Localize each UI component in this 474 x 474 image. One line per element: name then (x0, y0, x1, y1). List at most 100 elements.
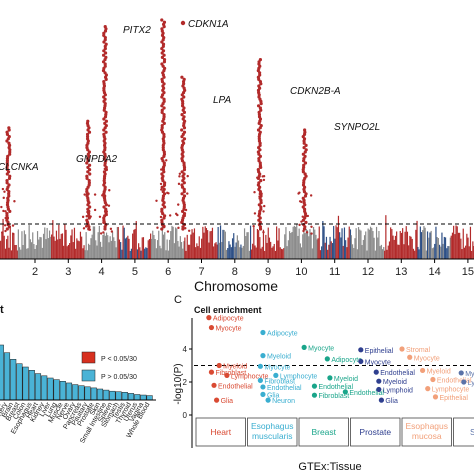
snp-point (306, 214, 310, 218)
tissue-bar (72, 384, 79, 401)
snp-point (261, 175, 264, 178)
snp-point (298, 223, 301, 227)
tissue-group-box (195, 417, 246, 447)
gene-label: GNPDA2 (76, 154, 118, 165)
tissue-bar (127, 393, 135, 401)
tissue-bar (16, 363, 23, 401)
tissue-bar (34, 373, 42, 401)
snp-point (302, 229, 305, 233)
snp-point (301, 196, 305, 200)
tissue-group-box (298, 417, 349, 447)
snp-point (161, 166, 165, 170)
snp-point (88, 172, 92, 176)
cell-point-label: Lymp (468, 380, 474, 387)
snp-point (86, 119, 90, 123)
panel-c-letter: C (174, 294, 182, 306)
snp-point (11, 224, 15, 227)
snp-point (163, 214, 167, 218)
snp-point (161, 49, 166, 53)
snp-point (178, 175, 181, 178)
cell-point-label: Lymphocyte (280, 373, 318, 380)
snp-point (257, 84, 261, 88)
snp-point (163, 185, 166, 188)
snp-point (162, 58, 167, 62)
cell-point (358, 358, 364, 364)
cell-point-label: Epithelial (439, 395, 468, 402)
snp-point (101, 194, 104, 197)
snp-point (180, 170, 184, 174)
snp-point (87, 150, 92, 154)
snp-point (98, 215, 102, 218)
cell-point (224, 372, 230, 378)
cell-point-label: Myocyte (308, 345, 334, 352)
snp-point (82, 227, 86, 230)
snp-point (103, 62, 107, 66)
snp-point (2, 196, 5, 200)
snp-point (102, 31, 106, 35)
cell-point-label: Adipocyte (267, 331, 298, 338)
legend-label: P < 0.05/30 (101, 356, 137, 363)
tissue-group-label: mucosa (412, 431, 442, 441)
legend-label: P > 0.05/30 (101, 374, 137, 381)
snp-point (0, 205, 3, 209)
snp-point (258, 165, 262, 169)
legend-swatch (81, 369, 96, 382)
snp-point (7, 135, 11, 139)
cell-point (327, 375, 333, 381)
cell-point-label: Glia (385, 398, 398, 405)
snp-point (297, 192, 300, 195)
snp-point (162, 53, 166, 57)
snp-point (86, 207, 90, 211)
snp-point (1, 187, 5, 191)
snp-point (300, 220, 303, 223)
tissue-bar (121, 392, 128, 401)
cell-point (358, 347, 364, 353)
cell-point (432, 394, 439, 400)
cell-x-axis-title: GTEx:Tissue (298, 461, 361, 473)
snp-point (86, 210, 89, 214)
snp-point (160, 207, 164, 211)
snp-point (253, 212, 257, 215)
snp-point (180, 75, 184, 79)
cell-point-label: Endothelial (437, 378, 472, 385)
cell-enrichment-chart: C Cell enrichment 0 2 4 -log10(P) Adipocyt… (173, 294, 474, 473)
cell-point (257, 363, 263, 369)
cell-point (260, 384, 266, 390)
cell-point-label: Epithelial (365, 348, 394, 355)
snp-point (162, 106, 166, 110)
cell-point-label: Stromal (406, 347, 431, 354)
snp-point (303, 172, 307, 176)
cell-point (420, 367, 426, 374)
x-tick-label: 7 (198, 266, 204, 278)
snp-point (263, 204, 266, 208)
snp-point (304, 192, 308, 196)
tissue-group-label: Skel (470, 427, 474, 437)
cell-point-label: Endothelial (349, 390, 384, 397)
snp-point (187, 229, 191, 232)
snp-point (258, 192, 261, 196)
cell-point (425, 386, 431, 392)
snp-point (13, 200, 16, 203)
x-tick-label: 8 (232, 266, 238, 278)
snp-point (86, 200, 90, 203)
snp-point (162, 20, 167, 24)
x-tick-label: 5 (132, 266, 138, 278)
cell-y-tick-label: 2 (183, 378, 188, 387)
snp-point (309, 194, 313, 197)
snp-point (87, 179, 91, 183)
cell-y-tick-label: 4 (183, 345, 188, 354)
snp-point (182, 172, 186, 176)
snp-point (155, 199, 158, 202)
snp-point (5, 130, 9, 134)
snp-point (160, 18, 164, 22)
x-tick-label: 15 (462, 266, 474, 278)
snp-point (163, 181, 167, 185)
snp-point (301, 152, 305, 156)
legend-swatch (81, 351, 96, 364)
x-tick-label: 6 (165, 266, 171, 278)
snp-point (177, 182, 181, 186)
snp-point (8, 174, 12, 178)
cell-point (407, 354, 413, 360)
snp-point (304, 148, 308, 152)
